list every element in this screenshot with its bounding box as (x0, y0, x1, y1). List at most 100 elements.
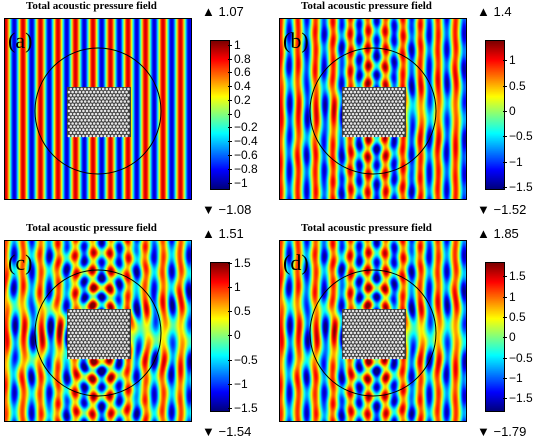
scatterer-cylinder (116, 100, 119, 103)
scatterer-cylinder (358, 87, 362, 91)
scatterer-cylinder (119, 309, 123, 313)
scatterer-cylinder (119, 328, 123, 332)
scatterer-cylinder (69, 316, 73, 319)
scatterer-array (342, 87, 406, 138)
scatterer-cylinder (105, 119, 109, 122)
scatterer-cylinder (369, 112, 373, 116)
scatterer-cylinder (109, 341, 112, 344)
scatterer-cylinder (78, 312, 82, 316)
min-value-label: ▼ −1.54 (202, 424, 252, 439)
colorbar-tick-label: 0 (509, 104, 516, 118)
colorbar-tick-label: 1 (509, 289, 516, 304)
scatterer-cylinder (362, 347, 366, 350)
scatterer-cylinder (402, 341, 405, 344)
scatterer-cylinder (396, 134, 400, 138)
scatterer-cylinder (384, 334, 387, 338)
scatterer-cylinder (349, 109, 353, 113)
scatterer-cylinder (376, 322, 380, 325)
scatterer-cylinder (82, 122, 85, 125)
scatterer-cylinder (69, 106, 73, 110)
boundary-circle (34, 269, 162, 397)
scatterer-cylinder (118, 325, 121, 328)
scatterer-cylinder (80, 131, 83, 135)
scatterer-cylinder (371, 115, 375, 119)
scatterer-cylinder (342, 134, 346, 138)
scatterer-cylinder (114, 90, 118, 94)
scatterer-cylinder (391, 347, 394, 350)
scatterer-cylinder (394, 100, 398, 103)
scatterer-cylinder (393, 134, 396, 138)
scatterer-cylinder (376, 353, 380, 357)
scatterer-cylinder (349, 344, 353, 347)
scatterer-cylinder (80, 316, 83, 319)
scatterer-cylinder (349, 312, 353, 316)
scatterer-cylinder (94, 125, 98, 128)
scatterer-cylinder (349, 350, 353, 353)
field-overlay (309, 269, 437, 397)
scatterer-cylinder (121, 128, 125, 131)
scatterer-cylinder (398, 347, 402, 350)
scatterer-cylinder (125, 115, 128, 119)
scatterer-cylinder (382, 134, 385, 138)
scatterer-cylinder (103, 115, 107, 119)
scatterer-cylinder (85, 115, 89, 119)
scatterer-cylinder (367, 350, 371, 353)
scatterer-cylinder (73, 341, 76, 344)
scatterer-cylinder (69, 353, 73, 357)
scatterer-cylinder (402, 112, 405, 116)
colorbar-tick-mark (503, 60, 507, 62)
scatterer-cylinder (362, 106, 366, 110)
scatterer-cylinder (353, 103, 357, 106)
scatterer-cylinder (96, 350, 100, 353)
scatterer-cylinder (87, 131, 91, 135)
scatterer-cylinder (389, 344, 393, 347)
scatterer-cylinder (382, 337, 385, 341)
scatterer-cylinder (101, 353, 105, 357)
scatterer-cylinder (80, 334, 83, 338)
scatterer-cylinder (123, 100, 127, 103)
scatterer-cylinder (375, 103, 378, 106)
scatterer-cylinder (100, 109, 103, 113)
scatterer-cylinder (109, 94, 112, 97)
scatterer-cylinder (92, 312, 96, 316)
scatterer-cylinder (96, 337, 100, 341)
scatterer-cylinder (400, 128, 403, 131)
scatterer-cylinder (348, 353, 351, 357)
scatterer-cylinder (119, 334, 123, 338)
scatterer-cylinder (353, 312, 357, 316)
scatterer-cylinder (69, 87, 73, 91)
scatterer-cylinder (78, 325, 82, 328)
scatterer-cylinder (100, 312, 103, 316)
scatterer-cylinder (82, 128, 85, 131)
scatterer-cylinder (112, 125, 116, 128)
scatterer-cylinder (400, 337, 403, 341)
scatterer-cylinder (384, 100, 387, 103)
scatterer-cylinder (73, 106, 76, 110)
scatterer-cylinder (83, 316, 87, 319)
scatterer-cylinder (103, 128, 107, 131)
scatterer-cylinder (74, 134, 78, 138)
scatterer-cylinder (107, 356, 110, 360)
colorbar-tick-label: −0.8 (234, 161, 258, 176)
scatterer-cylinder (119, 100, 123, 103)
scatterer-cylinder (385, 344, 389, 347)
scatterer-cylinder (96, 312, 100, 316)
scatterer-cylinder (121, 337, 125, 341)
scatterer-cylinder (355, 328, 358, 332)
scatterer-cylinder (85, 319, 89, 322)
scatterer-cylinder (91, 347, 94, 350)
scatterer-cylinder (393, 319, 396, 322)
scatterer-cylinder (123, 125, 127, 128)
scatterer-cylinder (116, 131, 119, 135)
scatterer-cylinder (400, 325, 403, 328)
scatterer-cylinder (107, 90, 110, 94)
scatterer-cylinder (78, 109, 82, 113)
scatterer-cylinder (394, 353, 398, 357)
scatterer-cylinder (366, 341, 369, 344)
scatterer-cylinder (114, 115, 118, 119)
scatterer-cylinder (398, 87, 402, 91)
scatterer-cylinder (127, 334, 130, 338)
scatterer-cylinder (400, 90, 403, 94)
scatterer-cylinder (393, 325, 396, 328)
scatterer-cylinder (371, 356, 375, 360)
